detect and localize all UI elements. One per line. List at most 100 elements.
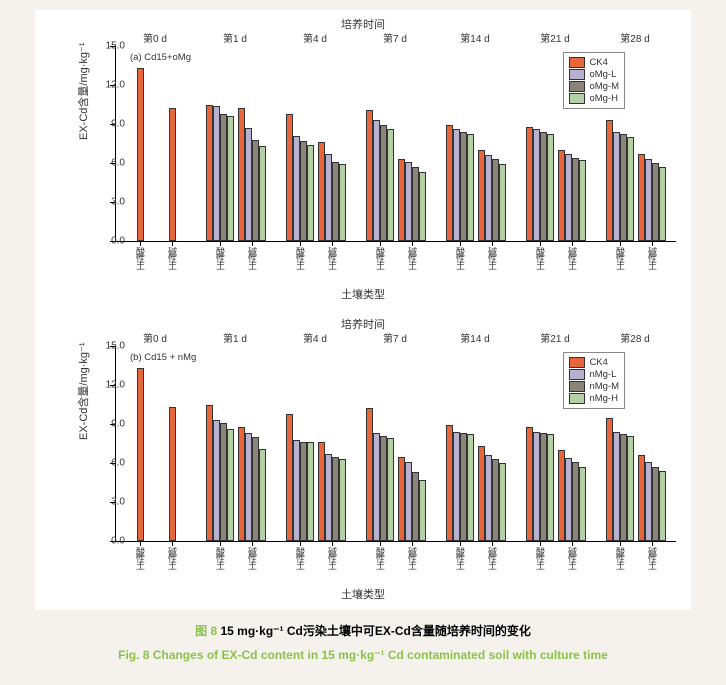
x-category: 酸性土 bbox=[374, 247, 387, 268]
x-label: 土壤类型 bbox=[35, 286, 691, 302]
time-label: 第1 d bbox=[223, 30, 247, 45]
time-label: 第1 d bbox=[223, 330, 247, 345]
bar bbox=[492, 459, 499, 541]
x-category: 酸性土 bbox=[614, 547, 627, 568]
x-category: 碱性土 bbox=[566, 547, 579, 568]
x-category: 碱性土 bbox=[486, 247, 499, 268]
x-category: 酸性土 bbox=[534, 547, 547, 568]
x-label: 土壤类型 bbox=[35, 586, 691, 602]
legend-text: nMg-H bbox=[589, 393, 618, 404]
bar bbox=[460, 433, 467, 541]
bar bbox=[252, 140, 259, 241]
bar bbox=[307, 442, 314, 541]
bar bbox=[238, 108, 245, 241]
ytick-label: 9.0 bbox=[111, 119, 125, 130]
x-category: 碱性土 bbox=[166, 247, 179, 268]
bar bbox=[366, 110, 373, 241]
bar bbox=[540, 433, 547, 541]
ytick-label: 3.0 bbox=[111, 497, 125, 508]
bar bbox=[245, 433, 252, 541]
bar bbox=[137, 68, 144, 241]
time-label: 第21 d bbox=[540, 330, 569, 345]
bar bbox=[453, 432, 460, 541]
x-category: 酸性土 bbox=[134, 547, 147, 568]
x-category: 酸性土 bbox=[454, 547, 467, 568]
legend-row: oMg-L bbox=[569, 69, 619, 80]
time-label: 第7 d bbox=[383, 30, 407, 45]
bar bbox=[533, 129, 540, 241]
legend-text: nMg-L bbox=[589, 369, 616, 380]
legend-text: nMg-M bbox=[589, 381, 619, 392]
x-category: 碱性土 bbox=[646, 247, 659, 268]
x-category: 酸性土 bbox=[294, 247, 307, 268]
bar bbox=[206, 405, 213, 542]
bar bbox=[572, 462, 579, 541]
bar bbox=[652, 163, 659, 241]
page: 培养时间第0 d第1 d第4 d第7 d第14 d第21 d第28 d0.03.… bbox=[0, 0, 726, 685]
x-category: 酸性土 bbox=[294, 547, 307, 568]
caption-en: Fig. 8 Changes of EX-Cd content in 15 mg… bbox=[0, 648, 726, 662]
bar bbox=[485, 155, 492, 241]
bar bbox=[300, 442, 307, 541]
bar bbox=[307, 145, 314, 241]
ytick-label: 15.0 bbox=[106, 341, 125, 352]
legend-text: CK4 bbox=[589, 357, 607, 368]
bar bbox=[499, 463, 506, 541]
bar bbox=[492, 159, 499, 241]
time-label: 第7 d bbox=[383, 330, 407, 345]
x-category: 碱性土 bbox=[566, 247, 579, 268]
ytick-label: 12.0 bbox=[106, 380, 125, 391]
bar bbox=[613, 132, 620, 241]
bar bbox=[318, 142, 325, 241]
bar bbox=[419, 480, 426, 541]
bar bbox=[467, 134, 474, 241]
bar bbox=[412, 472, 419, 541]
x-category: 酸性土 bbox=[214, 547, 227, 568]
x-category: 酸性土 bbox=[614, 247, 627, 268]
bar bbox=[366, 408, 373, 541]
time-label: 第0 d bbox=[143, 30, 167, 45]
bar bbox=[398, 457, 405, 542]
bar bbox=[325, 454, 332, 541]
panel-a: 培养时间第0 d第1 d第4 d第7 d第14 d第21 d第28 d0.03.… bbox=[35, 10, 691, 310]
bar bbox=[213, 106, 220, 241]
bar bbox=[606, 120, 613, 241]
bar bbox=[638, 455, 645, 541]
bar bbox=[373, 433, 380, 541]
bar bbox=[467, 434, 474, 541]
bar bbox=[300, 141, 307, 241]
x-category: 酸性土 bbox=[214, 247, 227, 268]
bar bbox=[460, 132, 467, 241]
bar bbox=[620, 134, 627, 241]
x-category: 碱性土 bbox=[326, 547, 339, 568]
legend-row: oMg-M bbox=[569, 81, 619, 92]
bar bbox=[332, 162, 339, 241]
bar bbox=[387, 129, 394, 241]
panel-b: 培养时间第0 d第1 d第4 d第7 d第14 d第21 d第28 d0.03.… bbox=[35, 310, 691, 610]
bar bbox=[259, 449, 266, 541]
x-category: 酸性土 bbox=[534, 247, 547, 268]
bar bbox=[387, 438, 394, 541]
bar bbox=[565, 458, 572, 541]
bar bbox=[613, 432, 620, 541]
time-label: 第28 d bbox=[620, 30, 649, 45]
caption-cn: 图 8 15 mg·kg⁻¹ Cd污染土壤中可EX-Cd含量随培养时间的变化 bbox=[0, 622, 726, 639]
bar bbox=[169, 407, 176, 541]
bar bbox=[227, 429, 234, 541]
x-category: 碱性土 bbox=[486, 547, 499, 568]
ytick-label: 9.0 bbox=[111, 419, 125, 430]
bar bbox=[213, 420, 220, 541]
legend-row: nMg-L bbox=[569, 369, 619, 380]
bar bbox=[325, 154, 332, 241]
fig-number: 图 8 bbox=[195, 624, 220, 638]
bar bbox=[380, 436, 387, 541]
bar bbox=[547, 434, 554, 541]
ytick-label: 3.0 bbox=[111, 197, 125, 208]
bar bbox=[227, 116, 234, 241]
bar bbox=[446, 425, 453, 541]
time-label: 第4 d bbox=[303, 330, 327, 345]
ytick-label: 0.0 bbox=[111, 536, 125, 547]
x-category: 酸性土 bbox=[134, 247, 147, 268]
bar bbox=[373, 120, 380, 241]
bar bbox=[339, 459, 346, 541]
